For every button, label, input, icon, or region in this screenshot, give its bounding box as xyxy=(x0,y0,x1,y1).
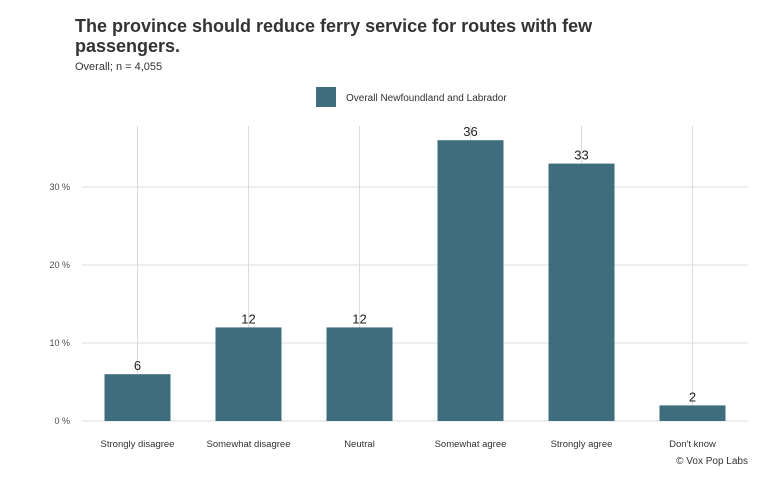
legend-label: Overall Newfoundland and Labrador xyxy=(346,93,507,104)
x-axis: Strongly disagree Somewhat disagree Neutra… xyxy=(101,439,716,450)
x-tick-label: Strongly agree xyxy=(551,439,613,450)
grid-lines xyxy=(82,126,748,422)
x-tick-label: Somewhat disagree xyxy=(207,439,291,450)
chart-subtitle: Overall; n = 4,055 xyxy=(75,61,163,73)
data-label: 6 xyxy=(134,358,141,373)
data-label: 2 xyxy=(689,389,696,404)
data-labels: 6 12 12 36 33 2 xyxy=(134,124,696,404)
legend-swatch xyxy=(316,87,336,107)
bar xyxy=(326,327,393,421)
x-tick-label: Neutral xyxy=(344,439,375,450)
data-label: 36 xyxy=(463,124,477,139)
bar xyxy=(104,374,171,421)
data-label: 33 xyxy=(574,148,588,163)
y-axis: 0 % 10 % 20 % 30 % xyxy=(49,182,70,426)
bars xyxy=(104,140,726,421)
data-label: 12 xyxy=(352,311,366,326)
bar xyxy=(215,327,282,421)
x-tick-label: Don't know xyxy=(669,439,716,450)
bar xyxy=(659,405,726,421)
y-tick-label: 10 % xyxy=(49,338,70,348)
y-tick-label: 30 % xyxy=(49,182,70,192)
y-tick-label: 20 % xyxy=(49,260,70,270)
chart-title: The province should reduce ferry service… xyxy=(75,16,593,56)
data-label: 12 xyxy=(241,311,255,326)
x-tick-label: Strongly disagree xyxy=(101,439,175,450)
legend: Overall Newfoundland and Labrador xyxy=(316,87,507,107)
bar xyxy=(548,163,615,421)
x-tick-label: Somewhat agree xyxy=(435,439,507,450)
bar xyxy=(437,140,504,421)
y-tick-label: 0 % xyxy=(54,416,70,426)
caption: © Vox Pop Labs xyxy=(676,456,748,467)
